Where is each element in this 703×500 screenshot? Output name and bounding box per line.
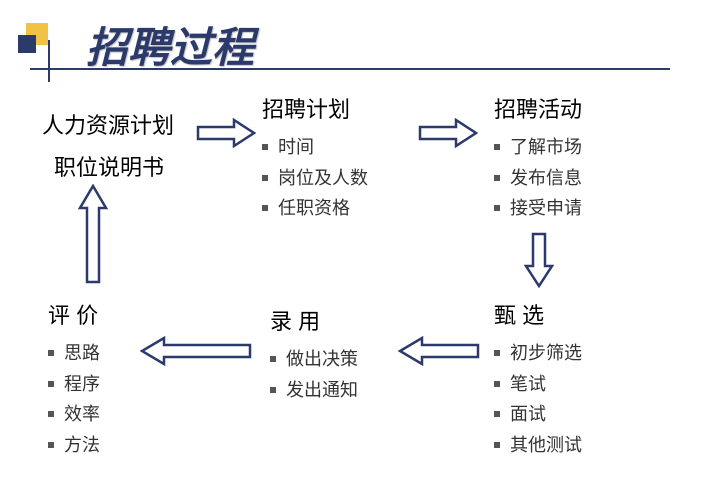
list-item: 任职资格 xyxy=(262,193,368,224)
node-hire-title: 录 用 xyxy=(270,304,358,336)
arrow-activity-to-selection xyxy=(524,232,554,288)
node-hire-items: 做出决策 发出通知 xyxy=(270,344,358,405)
node-hr-plan: 人力资源计划 职位说明书 xyxy=(42,108,174,182)
list-item: 效率 xyxy=(48,399,100,430)
list-item: 做出决策 xyxy=(270,344,358,375)
node-recruit-plan: 招聘计划 时间 岗位及人数 任职资格 xyxy=(262,92,368,224)
node-hire: 录 用 做出决策 发出通知 xyxy=(270,304,358,405)
slide-header: 招聘过程 xyxy=(0,0,254,75)
list-item: 接受申请 xyxy=(494,193,582,224)
list-item: 时间 xyxy=(262,132,368,163)
list-item: 其他测试 xyxy=(494,430,582,461)
node-selection-title: 甄 选 xyxy=(494,298,582,330)
header-rule xyxy=(30,68,670,70)
arrow-recruitplan-to-activity xyxy=(418,118,478,148)
node-hr-plan-title2: 职位说明书 xyxy=(54,150,174,182)
node-evaluate-title: 评 价 xyxy=(48,298,100,330)
list-item: 了解市场 xyxy=(494,132,582,163)
node-recruit-activity: 招聘活动 了解市场 发布信息 接受申请 xyxy=(494,92,582,224)
list-item: 初步筛选 xyxy=(494,338,582,369)
list-item: 岗位及人数 xyxy=(262,163,368,194)
list-item: 发布信息 xyxy=(494,163,582,194)
list-item: 思路 xyxy=(48,338,100,369)
list-item: 笔试 xyxy=(494,369,582,400)
node-selection: 甄 选 初步筛选 笔试 面试 其他测试 xyxy=(494,298,582,460)
list-item: 发出通知 xyxy=(270,375,358,406)
node-selection-items: 初步筛选 笔试 面试 其他测试 xyxy=(494,338,582,460)
node-recruit-activity-title: 招聘活动 xyxy=(494,92,582,124)
page-title: 招聘过程 xyxy=(86,14,254,75)
list-item: 面试 xyxy=(494,399,582,430)
node-recruit-plan-title: 招聘计划 xyxy=(262,92,368,124)
arrow-selection-to-hire xyxy=(398,336,480,366)
node-evaluate-items: 思路 程序 效率 方法 xyxy=(48,338,100,460)
arrow-hire-to-evaluate xyxy=(140,336,252,366)
node-recruit-activity-items: 了解市场 发布信息 接受申请 xyxy=(494,132,582,224)
list-item: 方法 xyxy=(48,430,100,461)
node-evaluate: 评 价 思路 程序 效率 方法 xyxy=(48,298,100,460)
arrow-evaluate-to-hrplan xyxy=(78,184,108,284)
list-item: 程序 xyxy=(48,369,100,400)
logo-square-navy xyxy=(18,35,36,53)
arrow-hrplan-to-recruitplan xyxy=(196,118,256,148)
node-hr-plan-title1: 人力资源计划 xyxy=(42,108,174,140)
logo-mark xyxy=(18,19,66,69)
node-recruit-plan-items: 时间 岗位及人数 任职资格 xyxy=(262,132,368,224)
header-rule-vertical xyxy=(48,40,50,82)
